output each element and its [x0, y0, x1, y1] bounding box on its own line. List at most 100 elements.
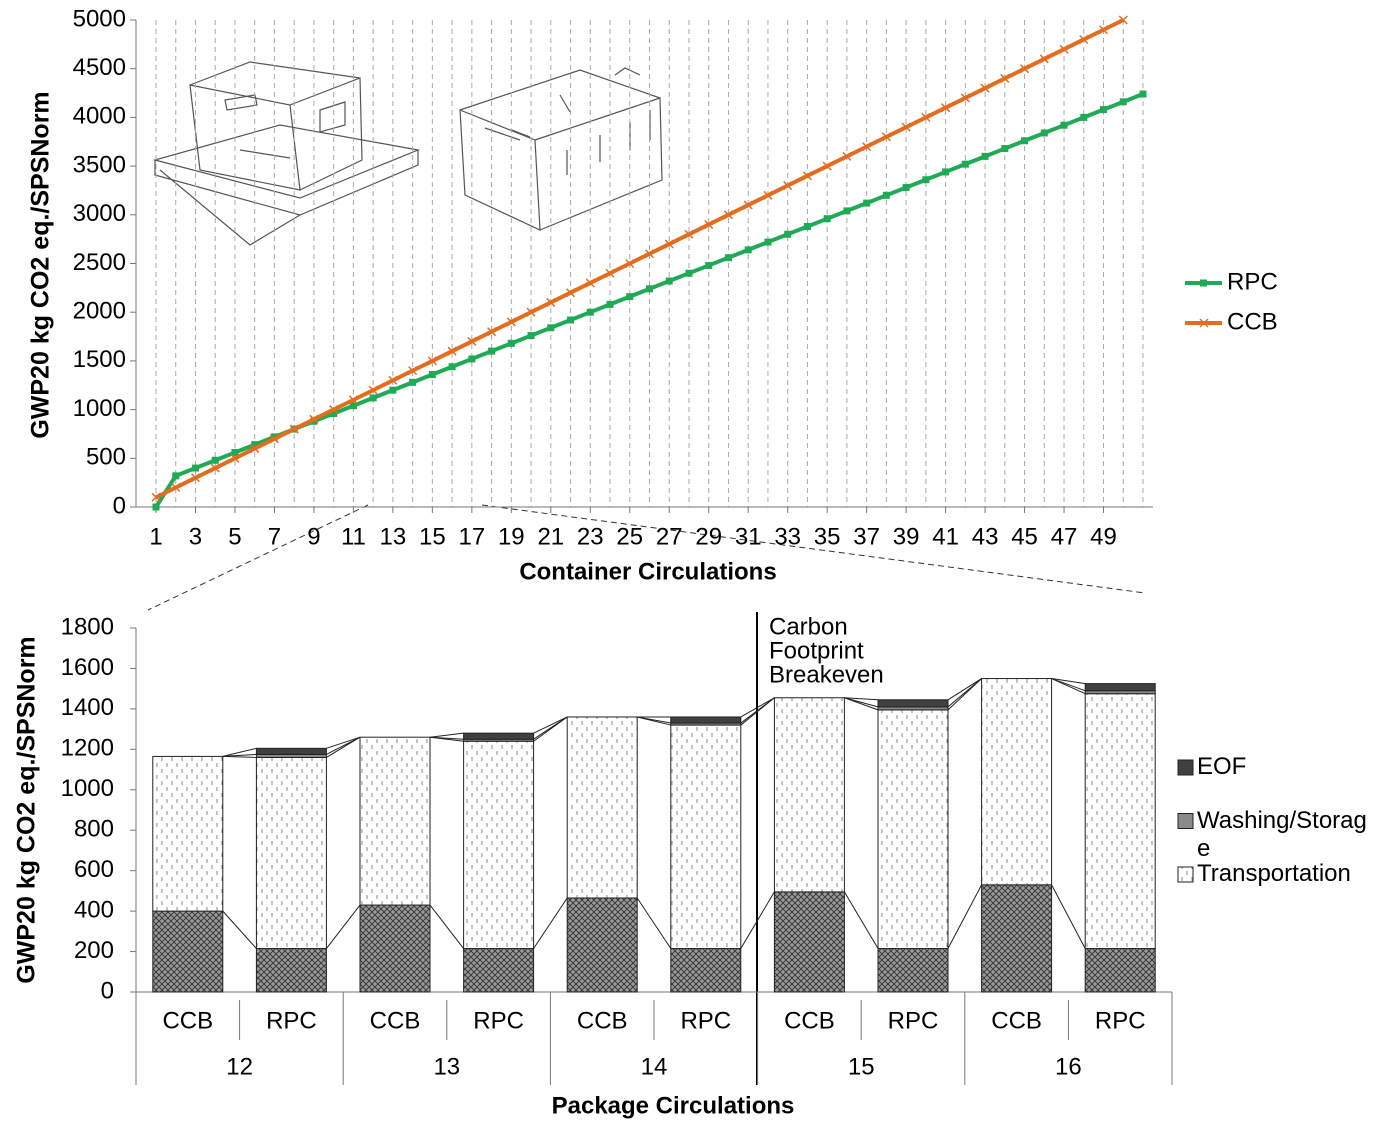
point	[230, 453, 240, 463]
bar-segment	[566, 897, 638, 993]
point	[309, 414, 319, 424]
x-tick-label: 17	[458, 523, 485, 550]
series-connector	[740, 697, 775, 724]
series-connector	[947, 884, 983, 949]
series-connector	[844, 697, 879, 708]
legend-swatch	[1177, 813, 1194, 829]
y-tick-label: 1800	[61, 613, 114, 640]
point	[664, 239, 674, 249]
bar-segment	[255, 948, 327, 993]
point	[388, 375, 398, 385]
point	[802, 171, 812, 181]
x-tick-label: CCB	[577, 1007, 628, 1034]
point	[251, 441, 259, 449]
point	[428, 371, 436, 379]
point	[211, 456, 219, 464]
x-tick-label: CCB	[991, 1007, 1042, 1034]
point	[942, 168, 950, 176]
point	[1118, 15, 1128, 25]
bar-segment	[463, 948, 535, 993]
y-tick-label: 3500	[73, 151, 126, 178]
series-connector	[844, 697, 879, 701]
series-connector	[1051, 678, 1086, 685]
point	[448, 363, 456, 371]
point	[250, 444, 260, 454]
series-connector	[222, 747, 257, 757]
group-label: 16	[1055, 1053, 1082, 1080]
x-tick-label: 47	[1051, 523, 1078, 550]
legend-marker	[1199, 318, 1209, 328]
y-axis-title: GWP20 kg CO2 eq./SPSNorm	[13, 636, 41, 983]
series-connector	[740, 697, 775, 718]
point	[803, 222, 811, 230]
x-tick-label: CCB	[370, 1007, 421, 1034]
point	[665, 277, 673, 285]
bar-segment	[670, 948, 742, 993]
series-connector	[740, 891, 775, 949]
point	[705, 261, 713, 269]
legend-label: EOF	[1197, 753, 1247, 780]
legend-label: Washing/Storage	[1197, 806, 1367, 862]
point	[881, 132, 891, 142]
point	[961, 160, 969, 168]
point	[784, 230, 792, 238]
point	[409, 378, 417, 386]
point	[369, 394, 377, 402]
bar-segment	[877, 948, 949, 993]
y-tick-label: 600	[74, 856, 114, 883]
point	[1060, 121, 1068, 129]
crate-sketch	[459, 67, 663, 231]
series-connector	[636, 897, 672, 949]
y-tick-label: 1000	[73, 395, 126, 422]
legend-swatch	[1177, 759, 1194, 776]
point	[467, 336, 477, 346]
point	[349, 402, 357, 410]
point	[1100, 106, 1108, 114]
point	[922, 176, 930, 184]
x-tick-label: 23	[577, 523, 604, 550]
bar-segment	[981, 678, 1053, 886]
point	[1020, 64, 1030, 74]
bar-segment	[670, 724, 742, 950]
point	[526, 307, 536, 317]
bar-segment	[566, 716, 638, 899]
point	[1040, 129, 1048, 137]
zoom-line	[147, 504, 369, 611]
x-tick-label: 13	[380, 523, 407, 550]
point	[724, 254, 732, 262]
series-connector	[947, 678, 982, 701]
series-connector	[533, 716, 568, 740]
x-tick-label: 3	[189, 523, 202, 550]
point	[447, 346, 457, 356]
series-connector	[326, 736, 361, 755]
bar-segment	[255, 756, 327, 950]
y-tick-label: 1400	[61, 694, 114, 721]
x-tick-label: RPC	[1095, 1007, 1146, 1034]
point	[567, 316, 575, 324]
x-tick-label: 37	[853, 523, 880, 550]
point	[822, 161, 832, 171]
y-axis-title: GWP20 kg CO2 eq./SPSNorm	[27, 91, 55, 438]
point	[566, 288, 576, 298]
legend-marker	[1200, 279, 1207, 287]
point	[1139, 90, 1147, 98]
legend-item: Washing/Storage	[1197, 806, 1367, 862]
x-tick-label: RPC	[680, 1007, 731, 1034]
x-tick-label: 49	[1090, 523, 1117, 550]
point	[585, 278, 595, 288]
bar-segment	[463, 740, 535, 950]
y-tick-label: 1500	[73, 346, 126, 373]
point	[1059, 44, 1069, 54]
x-tick-label: 11	[341, 523, 366, 550]
y-tick-label: 4000	[73, 103, 126, 130]
x-tick-label: 21	[537, 523, 564, 550]
y-tick-label: 800	[74, 816, 114, 843]
x-tick-label: 41	[932, 523, 959, 550]
y-tick-label: 2000	[73, 298, 126, 325]
x-tick-label: 39	[893, 523, 920, 550]
point	[546, 297, 556, 307]
point	[1001, 145, 1009, 153]
x-tick-label: 7	[268, 523, 281, 550]
